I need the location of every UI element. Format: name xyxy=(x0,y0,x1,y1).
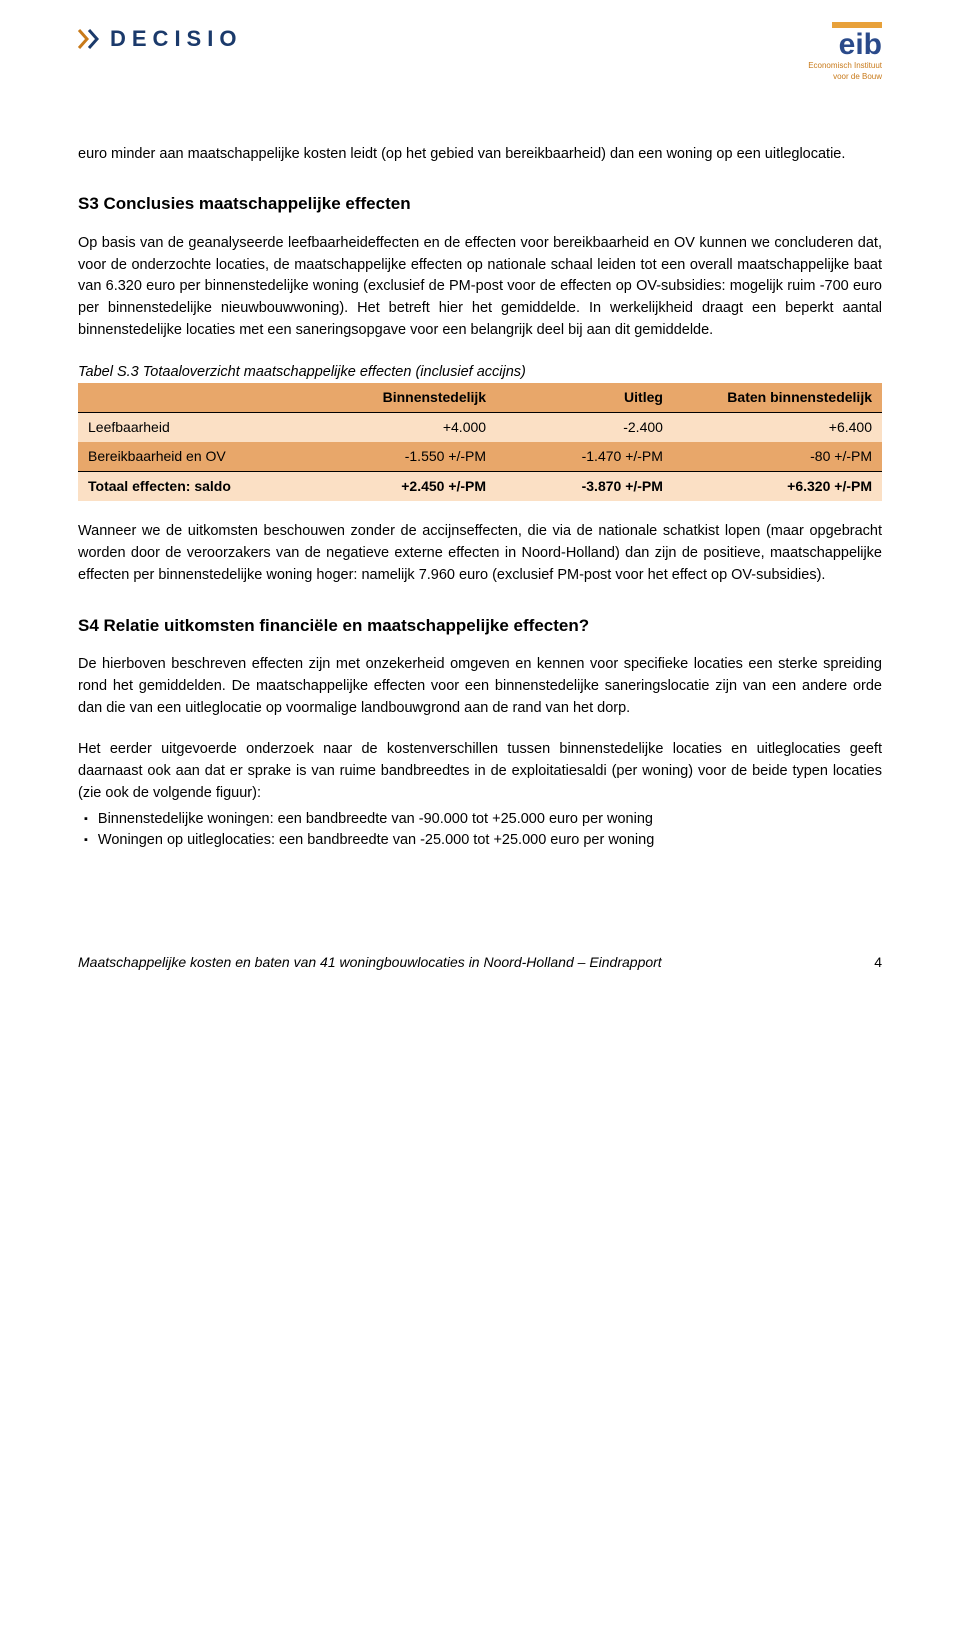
page-footer: Maatschappelijke kosten en baten van 41 … xyxy=(78,952,882,973)
table-cell: -80 +/-PM xyxy=(673,442,882,472)
footer-title: Maatschappelijke kosten en baten van 41 … xyxy=(78,952,662,973)
s3-paragraph: Op basis van de geanalyseerde leefbaarhe… xyxy=(78,233,882,342)
table-header-row: Binnenstedelijk Uitleg Baten binnenstede… xyxy=(78,383,882,413)
table-header-cell: Binnenstedelijk xyxy=(303,383,496,413)
table-cell: +6.400 xyxy=(673,413,882,443)
logo-eib: eib Economisch Instituut voor de Bouw xyxy=(808,22,882,82)
page-header: DECISIO eib Economisch Instituut voor de… xyxy=(78,22,882,82)
table-row: Leefbaarheid +4.000 -2.400 +6.400 xyxy=(78,413,882,443)
table-header-cell: Uitleg xyxy=(496,383,673,413)
table-cell: Bereikbaarheid en OV xyxy=(78,442,303,472)
effects-table: Binnenstedelijk Uitleg Baten binnenstede… xyxy=(78,383,882,501)
table-cell: -3.870 +/-PM xyxy=(496,472,673,502)
table-cell: -2.400 xyxy=(496,413,673,443)
table-cell: Totaal effecten: saldo xyxy=(78,472,303,502)
after-table-paragraph: Wanneer we de uitkomsten beschouwen zond… xyxy=(78,521,882,586)
table-cell: +2.450 +/-PM xyxy=(303,472,496,502)
table-cell: +6.320 +/-PM xyxy=(673,472,882,502)
s4-paragraph-1: De hierboven beschreven effecten zijn me… xyxy=(78,654,882,719)
chevron-right-icon xyxy=(78,28,104,50)
table-cell: +4.000 xyxy=(303,413,496,443)
list-item: Binnenstedelijke woningen: een bandbreed… xyxy=(84,809,882,831)
logo-decisio: DECISIO xyxy=(78,22,242,55)
logo-eib-sub1: Economisch Instituut xyxy=(808,62,882,71)
table-cell: -1.550 +/-PM xyxy=(303,442,496,472)
logo-decisio-text: DECISIO xyxy=(110,22,242,55)
list-item: Woningen op uitleglocaties: een bandbree… xyxy=(84,830,882,852)
table-cell: Leefbaarheid xyxy=(78,413,303,443)
table-total-row: Totaal effecten: saldo +2.450 +/-PM -3.8… xyxy=(78,472,882,502)
intro-paragraph: euro minder aan maatschappelijke kosten … xyxy=(78,144,882,166)
logo-eib-text: eib xyxy=(808,30,882,60)
logo-eib-sub2: voor de Bouw xyxy=(808,73,882,82)
table-cell: -1.470 +/-PM xyxy=(496,442,673,472)
table-header-cell: Baten binnenstedelijk xyxy=(673,383,882,413)
bullet-list: Binnenstedelijke woningen: een bandbreed… xyxy=(78,809,882,853)
s4-heading: S4 Relatie uitkomsten financiële en maat… xyxy=(78,613,882,639)
s3-heading: S3 Conclusies maatschappelijke effecten xyxy=(78,191,882,217)
footer-page-number: 4 xyxy=(874,952,882,973)
s4-paragraph-2: Het eerder uitgevoerde onderzoek naar de… xyxy=(78,739,882,804)
table-caption: Tabel S.3 Totaaloverzicht maatschappelij… xyxy=(78,362,882,384)
table-row: Bereikbaarheid en OV -1.550 +/-PM -1.470… xyxy=(78,442,882,472)
table-header-cell xyxy=(78,383,303,413)
